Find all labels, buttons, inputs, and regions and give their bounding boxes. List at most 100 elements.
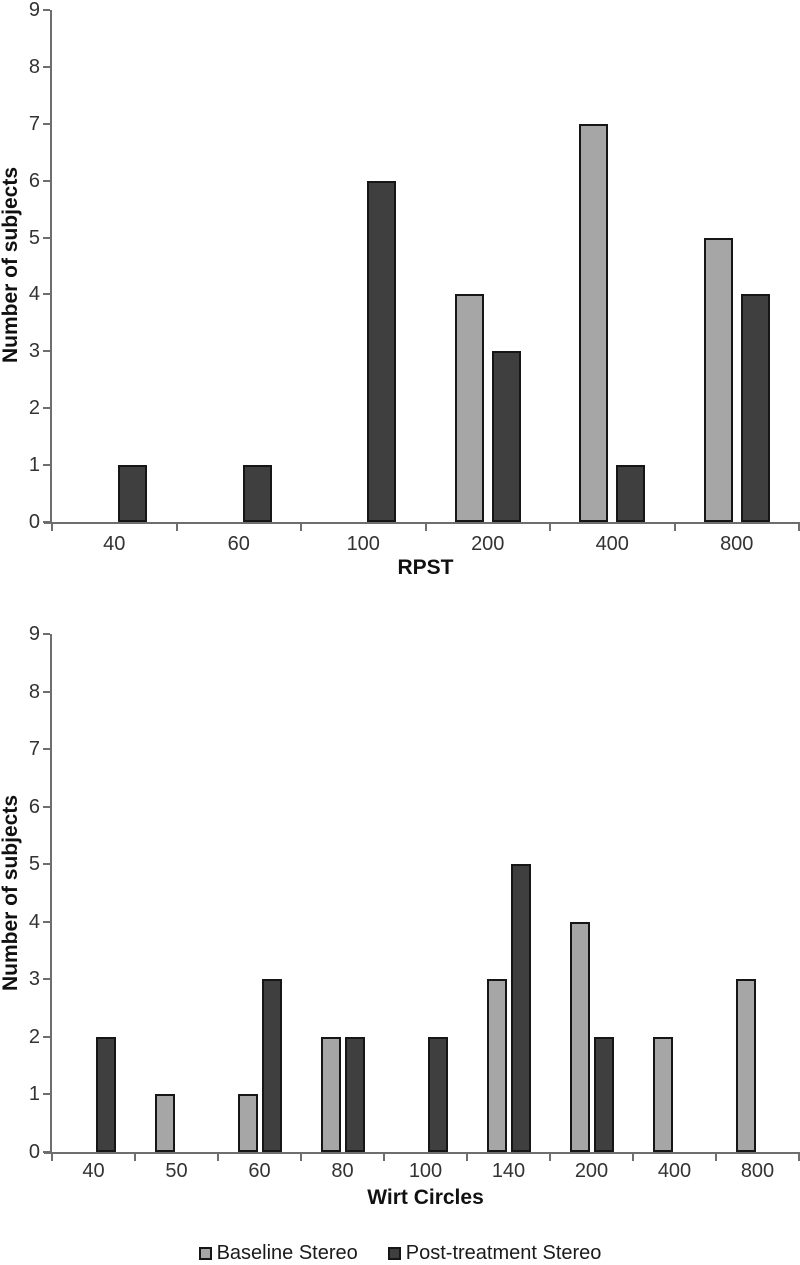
x-tick — [715, 1154, 717, 1161]
y-axis-line — [50, 634, 52, 1154]
y-tick — [43, 521, 50, 523]
y-tick-label: 1 — [28, 1083, 40, 1106]
x-tick-label: 200 — [471, 533, 505, 555]
y-tick — [43, 1093, 50, 1096]
y-tick — [43, 179, 50, 182]
bar-post-treatment — [511, 864, 531, 1152]
bar-baseline — [570, 922, 590, 1152]
y-tick — [43, 805, 50, 808]
y-tick-label: 3 — [28, 968, 40, 991]
x-tick — [51, 524, 53, 531]
y-tick-label: 6 — [28, 795, 40, 818]
x-tick — [51, 1154, 53, 1161]
y-axis-title: Number of subjects — [0, 166, 22, 364]
baseline-swatch-icon — [198, 1246, 212, 1260]
bar-baseline — [155, 1094, 175, 1152]
x-tick-label: 100 — [346, 533, 380, 555]
y-tick-label: 3 — [28, 340, 40, 363]
y-tick — [43, 1035, 50, 1038]
y-tick — [43, 920, 50, 923]
bar-baseline — [704, 238, 733, 522]
bar-post-treatment — [345, 1037, 365, 1152]
x-tick — [632, 1154, 634, 1161]
bar-post-treatment — [243, 465, 272, 522]
bar-post-treatment — [616, 465, 645, 522]
x-tick — [217, 1154, 219, 1161]
legend-item-baseline: Baseline Stereo — [198, 1241, 358, 1265]
y-tick — [43, 407, 50, 410]
y-tick-label: 9 — [28, 623, 40, 645]
bar-post-treatment — [492, 351, 521, 522]
x-tick — [383, 1154, 385, 1161]
y-tick-label: 4 — [28, 283, 40, 306]
bar-baseline — [736, 979, 756, 1152]
y-tick — [43, 293, 50, 296]
x-axis-title: Wirt Circles — [367, 1186, 484, 1209]
y-tick-label: 2 — [28, 1025, 40, 1048]
x-tick — [424, 524, 427, 531]
x-tick — [134, 1154, 136, 1161]
x-tick — [300, 524, 302, 531]
y-axis-line — [50, 10, 52, 524]
y-tick-label: 7 — [28, 738, 40, 761]
x-tick — [300, 1154, 302, 1161]
x-tick — [466, 1154, 468, 1161]
x-axis-title: RPST — [397, 556, 454, 579]
bar-post-treatment — [118, 465, 147, 522]
bar-post-treatment — [262, 979, 282, 1152]
x-tick — [673, 524, 676, 531]
x-tick-label: 400 — [595, 533, 629, 555]
y-tick — [43, 690, 50, 693]
y-tick-label: 0 — [28, 1141, 40, 1163]
x-tick-label: 50 — [165, 1160, 188, 1182]
y-tick — [43, 748, 50, 751]
bar-post-treatment — [96, 1037, 116, 1152]
bar-baseline — [487, 979, 507, 1152]
y-tick-label: 2 — [28, 397, 40, 420]
y-tick — [43, 633, 50, 635]
x-tick-label: 140 — [491, 1160, 526, 1182]
x-tick — [175, 524, 178, 531]
x-tick-label: 100 — [408, 1160, 443, 1182]
bar-post-treatment — [741, 294, 770, 522]
x-tick — [549, 524, 551, 531]
legend-label: Post-treatment Stereo — [405, 1241, 602, 1264]
bar-baseline — [455, 294, 484, 522]
x-axis-line — [44, 1152, 800, 1154]
x-tick — [798, 1154, 800, 1161]
y-tick-label: 0 — [28, 511, 40, 533]
y-tick-label: 4 — [28, 910, 40, 933]
bar-baseline — [653, 1037, 673, 1152]
y-tick — [43, 464, 50, 467]
x-tick-label: 400 — [657, 1160, 692, 1182]
legend-item-post-treatment: Post-treatment Stereo — [387, 1241, 602, 1265]
bar-post-treatment — [428, 1037, 448, 1152]
x-tick — [798, 524, 800, 531]
y-tick-label: 9 — [28, 0, 40, 21]
y-tick-label: 1 — [28, 454, 40, 477]
bar-baseline — [238, 1094, 258, 1152]
x-tick-label: 60 — [248, 1160, 271, 1182]
x-tick-label: 800 — [720, 533, 754, 555]
x-tick-label: 800 — [740, 1160, 775, 1182]
y-axis-title: Number of subjects — [0, 794, 22, 992]
y-tick — [43, 978, 50, 981]
x-tick-label: 40 — [82, 1160, 105, 1182]
y-tick-label: 8 — [28, 55, 40, 78]
x-axis-line — [44, 522, 800, 524]
x-tick-label: 80 — [331, 1160, 354, 1182]
y-tick-label: 5 — [28, 226, 40, 249]
bar-baseline — [321, 1037, 341, 1152]
x-tick-label: 40 — [103, 533, 126, 555]
y-tick — [43, 1151, 50, 1153]
x-tick-label: 200 — [574, 1160, 609, 1182]
legend-label: Baseline Stereo — [216, 1241, 358, 1264]
post-treatment-swatch-icon — [387, 1246, 401, 1260]
x-tick — [549, 1154, 551, 1161]
y-tick-label: 7 — [28, 112, 40, 135]
y-tick — [43, 122, 50, 125]
y-tick — [43, 236, 50, 239]
legend: Baseline Stereo Post-treatment Stereo — [0, 1240, 800, 1265]
y-tick — [43, 350, 50, 353]
bar-post-treatment — [594, 1037, 614, 1152]
